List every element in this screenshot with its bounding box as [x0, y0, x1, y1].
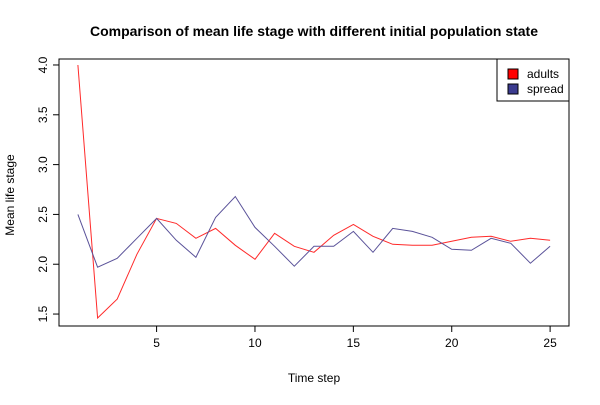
x-tick-label: 15: [347, 336, 361, 350]
x-tick-label: 20: [445, 336, 459, 350]
y-tick-label: 4.0: [36, 56, 50, 73]
series-line-spread: [77, 195, 551, 268]
x-axis: 5 10 15 20 25: [153, 326, 557, 350]
x-tick-label: 25: [543, 336, 557, 350]
y-tick-label: 2.0: [36, 256, 50, 273]
x-tick-label: 10: [248, 336, 262, 350]
legend-label-spread: spread: [527, 82, 564, 96]
series-layer: [77, 64, 551, 320]
plot-frame: [58, 58, 570, 327]
x-tick-label: 5: [153, 336, 160, 350]
y-tick-label: 3.0: [36, 156, 50, 173]
y-axis: 1.5 2.0 2.5 3.0 3.5 4.0: [36, 56, 59, 322]
y-axis-label: Mean life stage: [3, 154, 17, 236]
y-tick-label: 1.5: [36, 305, 50, 322]
legend-swatch-adults: [507, 68, 519, 80]
y-tick-label: 3.5: [36, 106, 50, 123]
series-line-adults: [77, 64, 551, 320]
chart-title: Comparison of mean life stage with diffe…: [90, 23, 538, 39]
y-tick-label: 2.5: [36, 206, 50, 223]
legend-label-adults: adults: [527, 67, 559, 81]
x-axis-label: Time step: [288, 371, 341, 385]
legend-swatch-spread: [507, 83, 519, 95]
